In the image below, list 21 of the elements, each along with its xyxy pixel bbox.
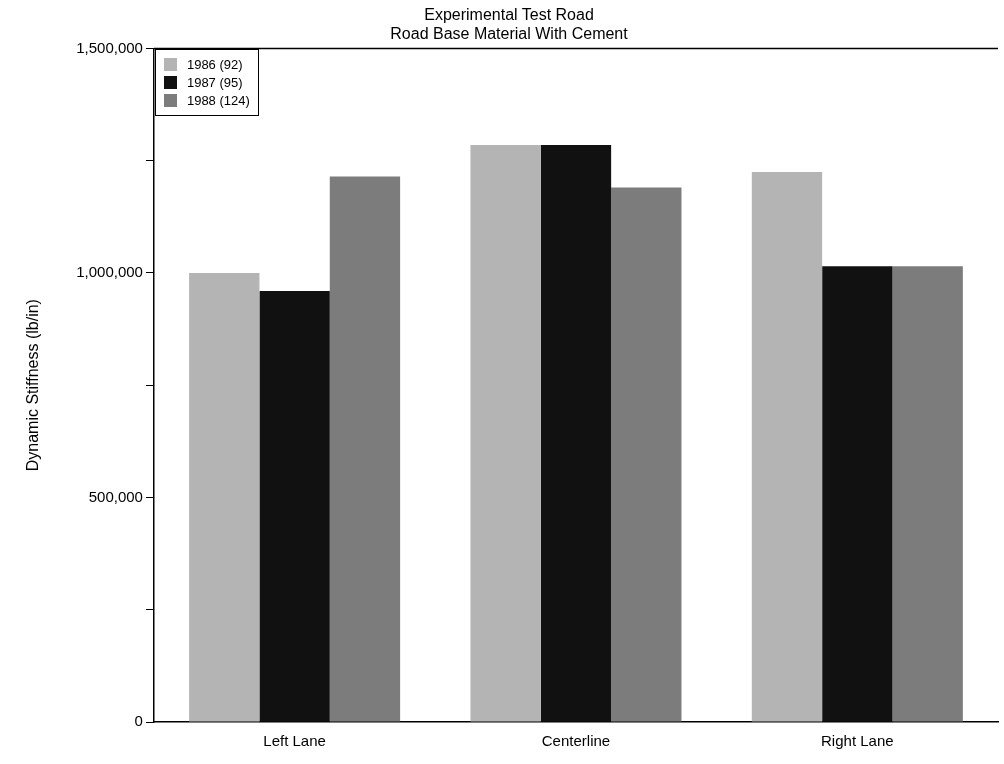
legend-label: 1988 (124) xyxy=(186,93,250,109)
x-tick-label: Left Lane xyxy=(263,732,326,750)
bar xyxy=(822,266,893,722)
y-tick-label: 1,000,000 xyxy=(76,263,143,281)
y-tick-label: 1,500,000 xyxy=(76,38,143,56)
bar xyxy=(259,290,330,722)
y-tick-label: 0 xyxy=(134,712,143,730)
legend-label: 1986 (92) xyxy=(186,57,243,73)
x-tick-label: Right Lane xyxy=(821,732,894,750)
bar xyxy=(892,266,963,722)
y-tick-label: 500,000 xyxy=(88,487,143,505)
bar xyxy=(611,187,682,722)
legend-label: 1987 (95) xyxy=(186,75,243,91)
chart-title: Experimental Test Road Road Base Material With Cement xyxy=(390,6,629,43)
bar xyxy=(329,176,401,722)
bar xyxy=(470,144,541,722)
bar xyxy=(540,144,612,722)
x-tick-label: Centerline xyxy=(541,732,611,750)
y-axis-title: Dynamic Stiffness (lb/in) xyxy=(24,299,42,472)
bar xyxy=(189,272,260,722)
bar xyxy=(751,171,823,722)
